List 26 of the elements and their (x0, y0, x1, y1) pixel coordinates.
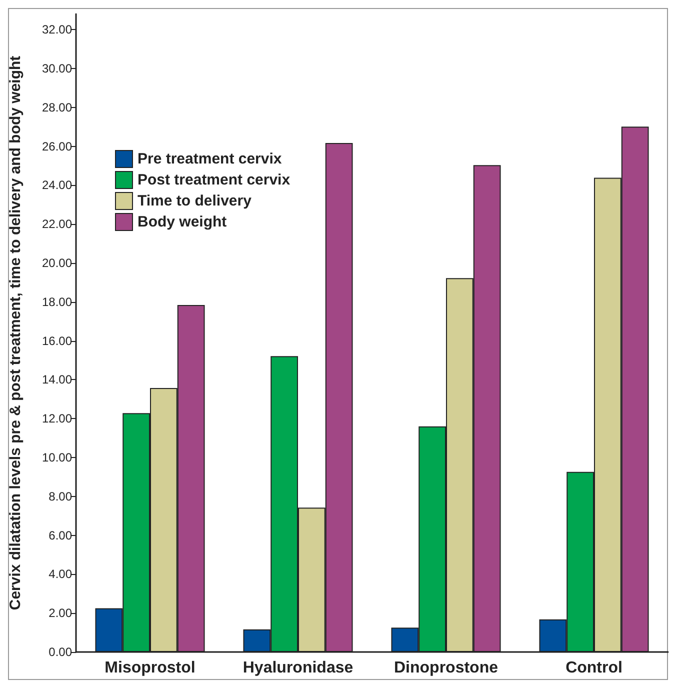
y-tick-label: 26.00 (42, 139, 72, 154)
y-tick-label: 6.00 (48, 528, 72, 542)
y-tick-label: 8.00 (48, 489, 72, 504)
y-tick-label: 0.00 (48, 645, 72, 659)
y-tick-label: 4.00 (48, 567, 72, 582)
y-tick-label: 22.00 (42, 217, 72, 232)
x-tick-label: Misoprostol (104, 660, 196, 676)
y-tick-label: 20.00 (42, 256, 72, 270)
y-axis-title: Cervix dilatation levels pre & post treatment, time to delivery and body weight (7, 56, 24, 610)
y-tick-label: 12.00 (42, 412, 72, 426)
y-tick-label: 30.00 (42, 61, 72, 76)
x-tick-label: Hyaluronidase (242, 660, 354, 676)
legend-label: Time to delivery (138, 192, 252, 210)
y-tick-label: 18.00 (42, 294, 72, 309)
y-tick-label: 16.00 (42, 334, 72, 348)
x-tick-label: Control (566, 660, 622, 676)
y-tick-label: 28.00 (42, 100, 72, 114)
legend-label: Post treatment cervix (138, 172, 291, 188)
legend-label: Body weight (138, 214, 227, 230)
y-tick-label: 32.00 (42, 22, 72, 37)
y-tick-label: 14.00 (42, 372, 72, 387)
y-tick-label: 10.00 (42, 450, 72, 464)
y-tick-label: 2.00 (48, 606, 72, 620)
legend-label: Pre treatment cervix (138, 150, 282, 168)
x-tick-label: Dinoprostone (394, 660, 498, 676)
y-tick-label: 24.00 (42, 178, 72, 192)
